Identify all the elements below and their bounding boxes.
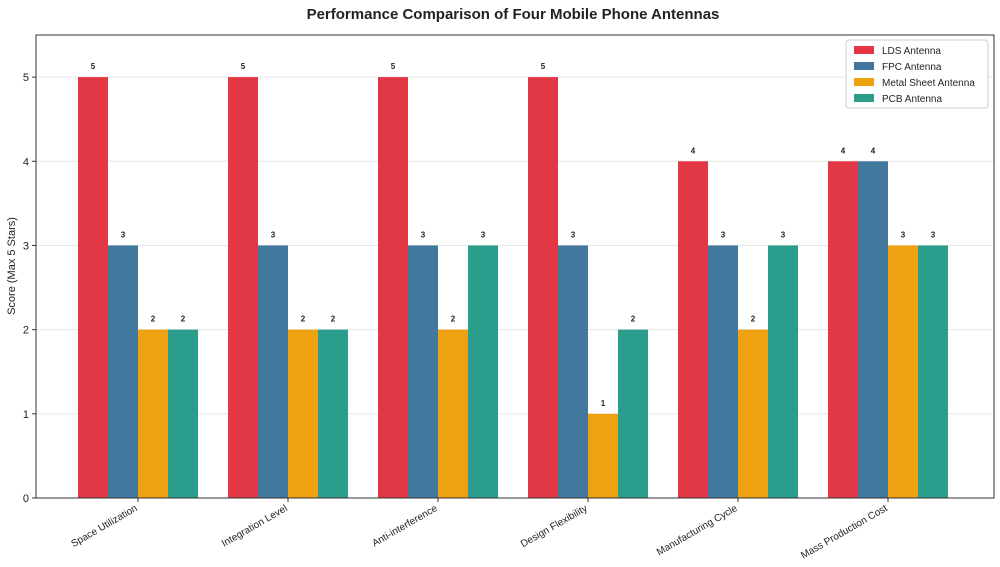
bar-value-label: 4 [691,146,696,155]
x-tick-label: Manufacturing Cycle [655,503,740,558]
bar-value-label: 4 [871,146,876,155]
bar-lds-antenna [678,161,708,499]
bar-value-label: 1 [601,399,606,408]
legend-box [845,39,989,109]
bar-value-label: 3 [271,230,276,239]
legend-label: Metal Sheet Antenna [882,78,975,89]
bar-value-label: 5 [241,62,246,71]
bar-pcb-antenna [318,329,348,498]
bar-value-label: 5 [541,62,546,71]
bar-fpc-antenna [558,245,588,498]
bar-value-label: 2 [151,315,156,324]
bar-metal-sheet-antenna [138,329,168,498]
y-tick-label: 0 [23,493,29,505]
y-tick-label: 3 [23,240,29,252]
bar-lds-antenna [828,161,858,499]
bars-group [78,77,948,499]
bar-pcb-antenna [768,245,798,498]
legend-swatch [854,46,874,54]
bar-value-label: 4 [841,146,846,155]
bar-value-label: 3 [421,230,426,239]
bar-fpc-antenna [708,245,738,498]
bar-value-label: 3 [781,230,786,239]
bar-pcb-antenna [618,329,648,498]
chart-title: Performance Comparison of Four Mobile Ph… [307,6,720,23]
bar-metal-sheet-antenna [288,329,318,498]
bar-value-label: 3 [721,230,726,239]
x-tick-label: Space Utilization [69,503,139,550]
y-tick-label: 2 [23,325,29,337]
y-axis-label: Score (Max 5 Stars) [6,217,18,315]
y-axis-ticks: 0 1 2 3 4 5 [23,72,36,505]
legend-label: FPC Antenna [882,62,942,73]
legend-swatch [854,62,874,70]
bar-value-label: 2 [301,315,306,324]
legend: LDS Antenna FPC Antenna Metal Sheet Antenn… [845,39,989,109]
bar-value-label: 3 [931,230,936,239]
bar-lds-antenna [528,77,558,498]
bar-value-label: 3 [901,230,906,239]
y-tick-label: 1 [23,409,29,421]
plot-frame [35,34,995,499]
bar-value-label: 2 [751,315,756,324]
bar-metal-sheet-antenna [888,245,918,498]
x-tick-label: Mass Production Cost [799,503,889,562]
bar-pcb-antenna [168,329,198,498]
bar-value-label: 3 [571,230,576,239]
x-axis-ticks: Space Utilization Integration Level Anti-i… [69,498,890,562]
value-labels-group: 5 3 2 2 5 3 2 2 5 3 2 3 5 3 1 2 4 3 2 3 4 4 3 3 [91,62,936,408]
bar-value-label: 3 [481,230,486,239]
x-tick-label: Integration Level [220,503,290,550]
bar-fpc-antenna [408,245,438,498]
bar-value-label: 2 [331,315,336,324]
bar-metal-sheet-antenna [438,329,468,498]
x-tick-label: Anti-interference [370,503,439,549]
legend-swatch [854,78,874,86]
legend-label: LDS Antenna [882,46,941,57]
bar-value-label: 2 [181,315,186,324]
bar-fpc-antenna [258,245,288,498]
bar-pcb-antenna [468,245,498,498]
y-tick-label: 5 [23,72,29,84]
bar-value-label: 5 [91,62,96,71]
bar-value-label: 5 [391,62,396,71]
legend-label: PCB Antenna [882,94,942,105]
bar-pcb-antenna [918,245,948,498]
bar-lds-antenna [378,77,408,498]
bar-metal-sheet-antenna [738,329,768,498]
bar-metal-sheet-antenna [588,413,618,498]
bar-value-label: 2 [631,315,636,324]
bar-value-label: 2 [451,315,456,324]
legend-swatch [854,94,874,102]
x-tick-label: Design Flexibility [519,503,589,550]
bar-value-label: 3 [121,230,126,239]
bar-fpc-antenna [858,161,888,499]
bar-fpc-antenna [108,245,138,498]
bar-lds-antenna [78,77,108,498]
bar-lds-antenna [228,77,258,498]
y-tick-label: 4 [23,156,29,168]
